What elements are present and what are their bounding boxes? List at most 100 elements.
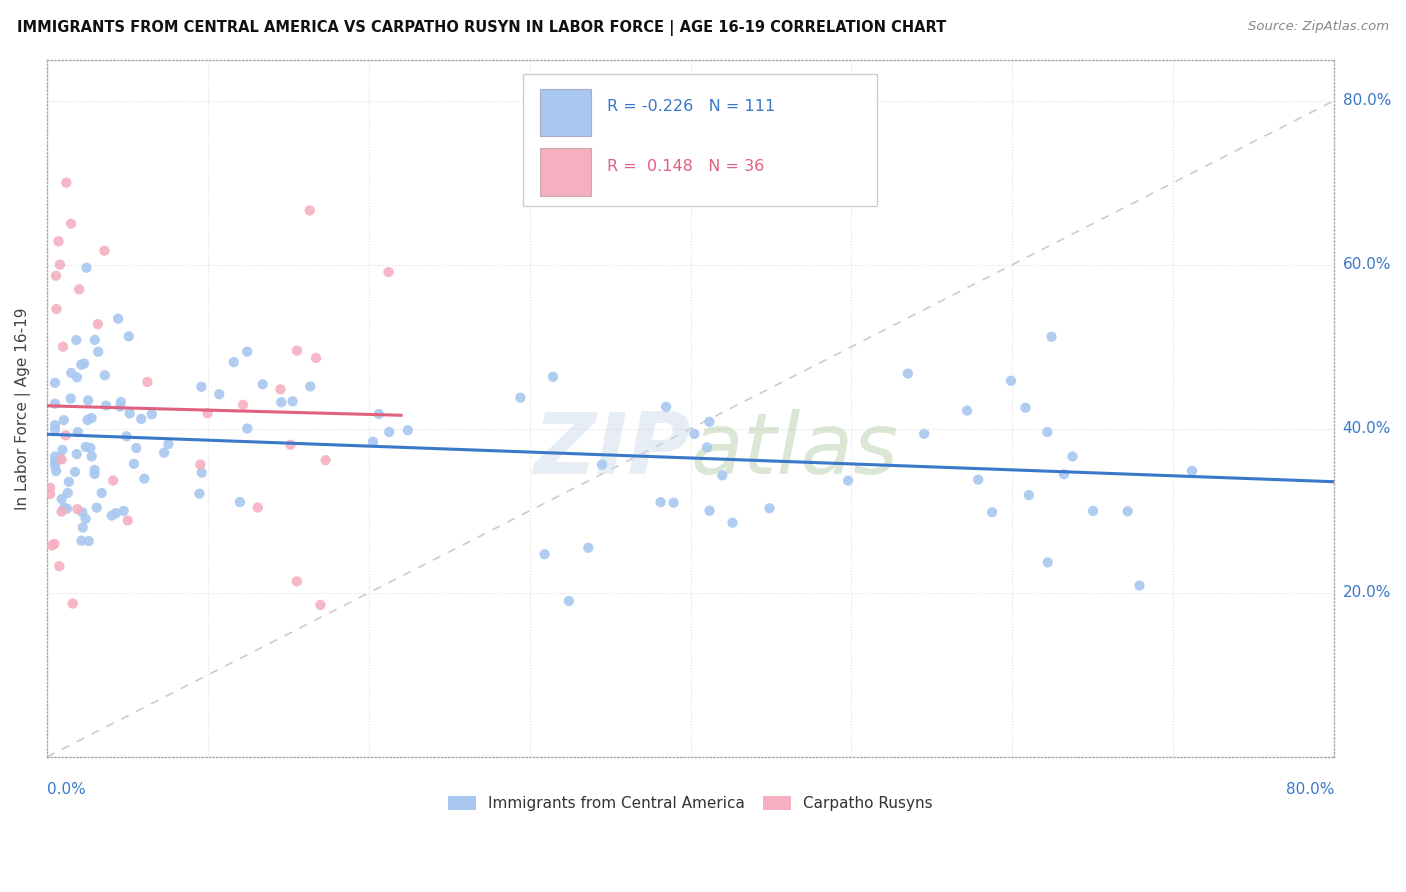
Point <box>66 502 89 516</box>
Point <box>118 329 141 343</box>
Point <box>281 394 304 409</box>
Point <box>45 268 67 283</box>
Point <box>72 520 94 534</box>
Point <box>58 475 80 489</box>
Point <box>1128 578 1150 592</box>
Point <box>62 597 84 611</box>
Point <box>45 464 67 478</box>
Point <box>63 465 86 479</box>
Point <box>558 594 581 608</box>
Point <box>298 203 321 218</box>
Point <box>662 496 685 510</box>
Point <box>53 500 76 515</box>
Point <box>83 467 105 481</box>
Point <box>229 495 252 509</box>
Point <box>285 343 308 358</box>
Text: ZIP: ZIP <box>533 409 690 491</box>
Point <box>650 495 672 509</box>
Point <box>101 474 124 488</box>
Point <box>280 438 302 452</box>
Point <box>44 537 66 551</box>
Point <box>208 387 231 401</box>
Point <box>70 358 93 372</box>
Point <box>1000 374 1022 388</box>
Point <box>591 458 613 472</box>
Legend: Immigrants from Central America, Carpatho Rusyns: Immigrants from Central America, Carpath… <box>444 791 938 815</box>
Point <box>1018 488 1040 502</box>
Point <box>51 442 73 457</box>
Point <box>122 457 145 471</box>
Point <box>1053 467 1076 482</box>
Point <box>51 491 73 506</box>
Point <box>66 370 89 384</box>
Point <box>83 333 105 347</box>
Point <box>39 487 62 501</box>
Point <box>66 447 89 461</box>
Point <box>981 505 1004 519</box>
Point <box>285 574 308 589</box>
Point <box>56 486 79 500</box>
Text: atlas: atlas <box>690 409 898 491</box>
Point <box>232 398 254 412</box>
Point <box>315 453 337 467</box>
Point <box>699 504 721 518</box>
Point <box>67 282 90 296</box>
Point <box>51 505 73 519</box>
Point <box>60 366 83 380</box>
Point <box>1036 425 1059 439</box>
FancyBboxPatch shape <box>540 148 592 195</box>
Point <box>48 559 70 574</box>
Point <box>197 406 219 420</box>
Point <box>270 395 292 409</box>
Text: 40.0%: 40.0% <box>1343 421 1391 436</box>
Point <box>94 368 117 383</box>
Text: IMMIGRANTS FROM CENTRAL AMERICA VS CARPATHO RUSYN IN LABOR FORCE | AGE 16-19 COR: IMMIGRANTS FROM CENTRAL AMERICA VS CARPA… <box>17 20 946 36</box>
Point <box>956 403 979 417</box>
Point <box>52 413 75 427</box>
Point <box>222 355 245 369</box>
Text: Source: ZipAtlas.com: Source: ZipAtlas.com <box>1249 20 1389 33</box>
Point <box>190 380 212 394</box>
Point <box>76 413 98 427</box>
Point <box>75 512 97 526</box>
Point <box>44 450 66 464</box>
Text: 80.0%: 80.0% <box>1286 782 1334 797</box>
Point <box>87 344 110 359</box>
Y-axis label: In Labor Force | Age 16-19: In Labor Force | Age 16-19 <box>15 307 31 509</box>
Point <box>683 426 706 441</box>
Point <box>309 598 332 612</box>
Point <box>141 407 163 421</box>
Point <box>48 235 70 249</box>
Point <box>44 422 66 436</box>
Point <box>72 505 94 519</box>
Point <box>39 481 62 495</box>
Point <box>80 411 103 425</box>
Point <box>65 333 87 347</box>
Point <box>60 217 83 231</box>
Point <box>44 397 66 411</box>
Point <box>246 500 269 515</box>
Point <box>76 260 98 275</box>
Point <box>66 425 89 439</box>
Point <box>86 500 108 515</box>
Point <box>44 458 66 472</box>
Point <box>188 486 211 500</box>
Point <box>51 452 73 467</box>
Point <box>1014 401 1036 415</box>
Point <box>711 468 734 483</box>
Point <box>1040 329 1063 343</box>
Point <box>80 450 103 464</box>
Text: 80.0%: 80.0% <box>1343 93 1391 108</box>
Point <box>367 407 389 421</box>
Point <box>1181 464 1204 478</box>
FancyBboxPatch shape <box>523 73 877 206</box>
Point <box>758 501 780 516</box>
Point <box>100 508 122 523</box>
Point <box>79 441 101 455</box>
Point <box>56 501 79 516</box>
Point <box>655 400 678 414</box>
Point <box>75 440 97 454</box>
Point <box>112 504 135 518</box>
Point <box>378 425 401 439</box>
Point <box>188 458 211 472</box>
